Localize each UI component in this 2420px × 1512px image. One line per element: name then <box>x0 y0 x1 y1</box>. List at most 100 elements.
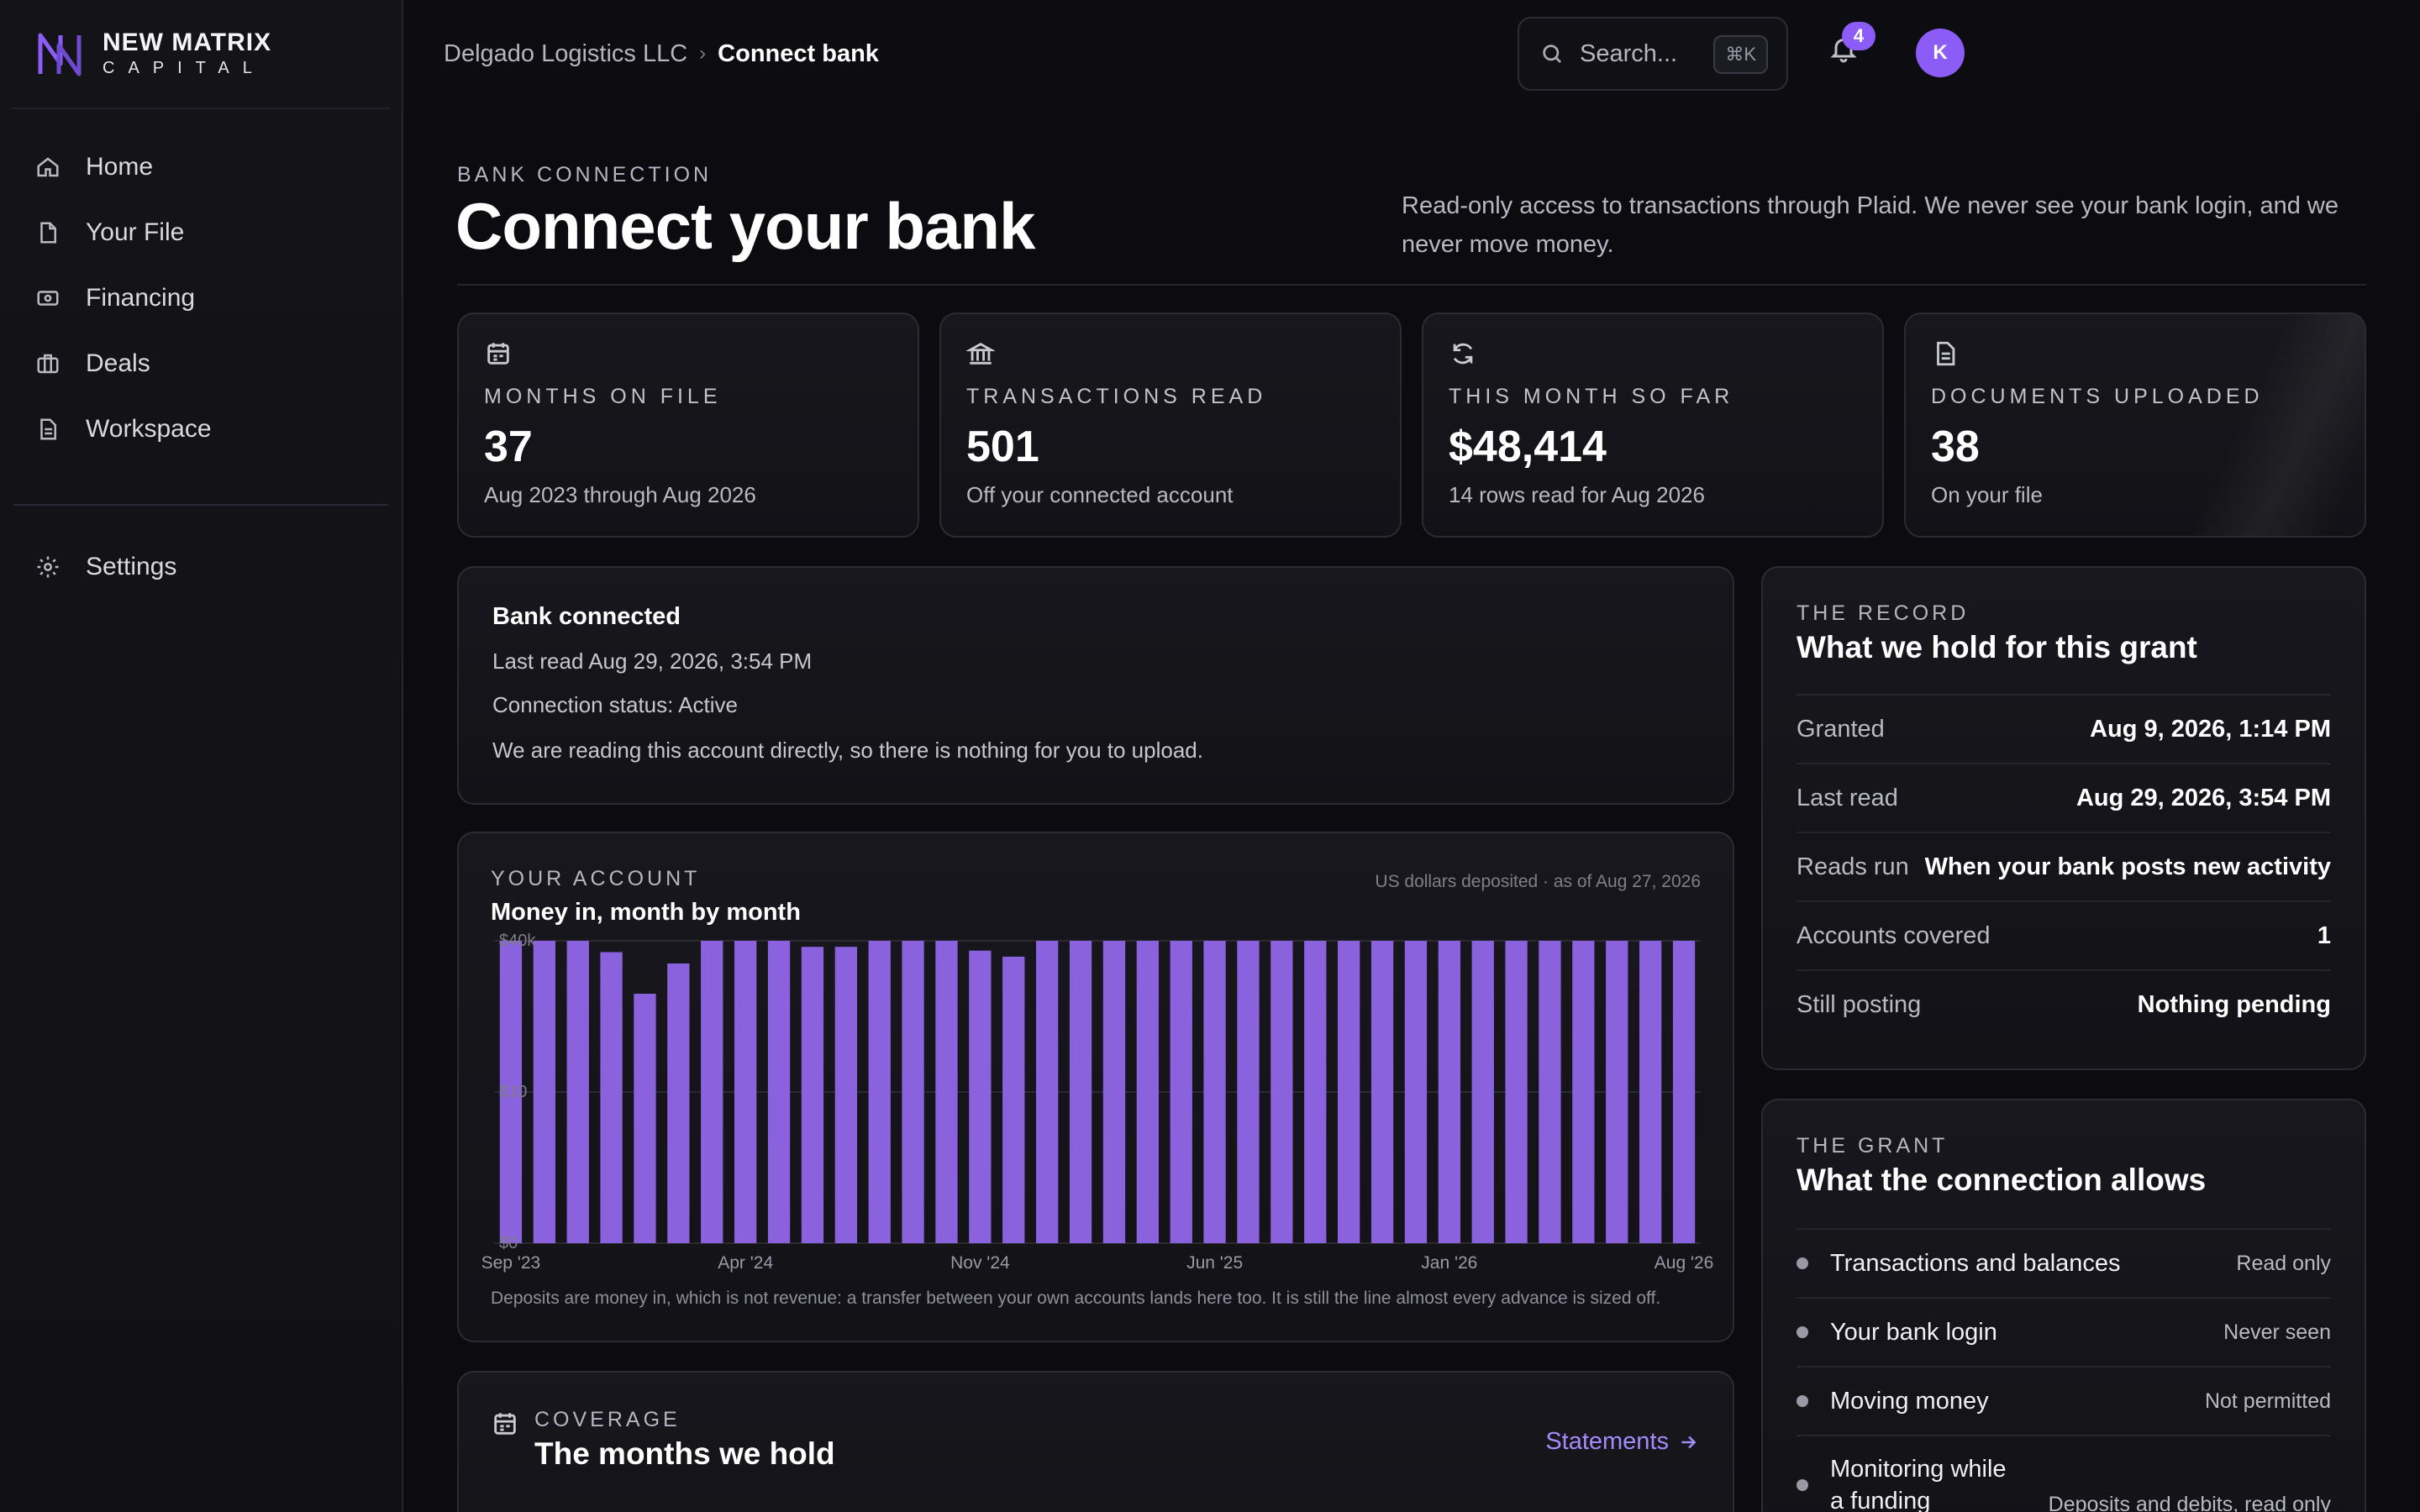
sidebar-divider <box>12 108 390 109</box>
connection-status: Connection status: Active <box>492 692 738 717</box>
chart-bar[interactable] <box>533 941 555 1243</box>
sidebar-item-workspace[interactable]: Workspace <box>13 396 388 462</box>
sidebar-item-your-file[interactable]: Your File <box>13 200 388 265</box>
bullet-dot <box>1797 1395 1808 1407</box>
chart-bar[interactable] <box>1606 941 1628 1243</box>
record-row-still-posting: Still posting Nothing pending <box>1797 969 2331 1038</box>
record-value: Aug 9, 2026, 1:14 PM <box>2090 715 2331 743</box>
chart-bar[interactable] <box>834 947 857 1243</box>
stat-card-months: MONTHS ON FILE 37 Aug 2023 through Aug 2… <box>457 312 919 538</box>
chart-bar[interactable] <box>1404 941 1428 1243</box>
chart-bar[interactable] <box>1203 941 1226 1243</box>
statements-link[interactable]: Statements <box>1545 1428 1699 1456</box>
record-value: Aug 29, 2026, 3:54 PM <box>2075 784 2331 811</box>
stat-sub: Off your connected account <box>966 482 1234 507</box>
chart-bar[interactable] <box>868 941 891 1243</box>
search-input[interactable]: Search... ⌘K <box>1518 17 1788 91</box>
grant-row-moving-money: Moving money Not permitted <box>1797 1366 2331 1435</box>
chart-bar[interactable] <box>1572 941 1595 1243</box>
chart-bar[interactable] <box>1505 941 1528 1243</box>
chart-bar[interactable] <box>499 941 523 1243</box>
chart-bar[interactable] <box>600 952 623 1244</box>
breadcrumb-current: Connect bank <box>718 39 879 67</box>
chart-bar[interactable] <box>1304 941 1327 1243</box>
brand-sub: CAPITAL <box>103 59 266 77</box>
chart-bar[interactable] <box>969 950 992 1243</box>
sidebar-item-settings[interactable]: Settings <box>13 534 388 600</box>
chart-bar[interactable] <box>1002 956 1025 1243</box>
brand-name: NEW MATRIX <box>103 29 272 56</box>
connection-note: We are reading this account directly, so… <box>492 738 1203 763</box>
chart-bar[interactable] <box>1136 941 1159 1243</box>
sidebar-item-deals[interactable]: Deals <box>13 331 388 396</box>
page-description: Read-only access to transactions through… <box>1402 192 2338 258</box>
grant-value: Not permitted <box>2204 1389 2331 1413</box>
refresh-icon <box>1449 339 1477 368</box>
calendar-icon <box>484 339 513 368</box>
chart-bar[interactable] <box>1270 941 1293 1243</box>
chart-bar[interactable] <box>734 941 757 1243</box>
chart-x-tick-label: Aug '26 <box>1655 1253 1714 1273</box>
sidebar: NEW MATRIX CAPITAL Home Your File Financ… <box>0 0 403 1512</box>
chart-bar[interactable] <box>1539 941 1561 1243</box>
breadcrumb-company[interactable]: Delgado Logistics LLC <box>444 39 688 67</box>
home-icon <box>34 153 62 181</box>
chart-bar[interactable] <box>767 941 791 1243</box>
chart-bar[interactable] <box>902 941 924 1243</box>
chart-bar[interactable] <box>1237 941 1260 1243</box>
chart-bar[interactable] <box>701 941 723 1243</box>
sidebar-item-label: Home <box>86 153 154 181</box>
chart-bar[interactable] <box>667 963 690 1243</box>
chart-bar[interactable] <box>1471 941 1494 1243</box>
record-key: Accounts covered <box>1797 921 1991 949</box>
chart-bar[interactable] <box>1672 941 1696 1243</box>
cash-icon <box>34 284 62 312</box>
breadcrumb: Delgado Logistics LLC › Connect bank <box>444 0 879 108</box>
chart-x-tick-label: Jan '26 <box>1421 1253 1477 1273</box>
decorative-glow <box>2196 314 2365 536</box>
grant-label: Your bank login <box>1830 1318 1997 1346</box>
chart-bar[interactable] <box>1036 941 1059 1243</box>
chart-bar[interactable] <box>1338 941 1360 1243</box>
record-key: Reads run <box>1797 853 1909 880</box>
record-row-accounts: Accounts covered 1 <box>1797 900 2331 969</box>
sidebar-item-financing[interactable]: Financing <box>13 265 388 331</box>
chart-bar[interactable] <box>566 941 589 1243</box>
stat-value: $48,414 <box>1449 423 1607 471</box>
bullet-dot <box>1797 1326 1808 1338</box>
chart-bar[interactable] <box>1639 941 1662 1243</box>
avatar[interactable]: K <box>1916 29 1965 77</box>
deposits-chart-card: YOUR ACCOUNT Money in, month by month US… <box>457 832 1734 1342</box>
stat-sub: 14 rows read for Aug 2026 <box>1449 482 1705 507</box>
connection-last-read: Last read Aug 29, 2026, 3:54 PM <box>492 648 813 674</box>
chart-bar[interactable] <box>1170 941 1192 1243</box>
chart-bar[interactable] <box>1370 941 1394 1243</box>
chart-bar[interactable] <box>634 994 656 1243</box>
notification-badge: 4 <box>1842 22 1876 50</box>
stat-card-documents: DOCUMENTS UPLOADED 38 On your file <box>1904 312 2366 538</box>
record-key: Still posting <box>1797 990 1922 1018</box>
brand-logo[interactable]: NEW MATRIX CAPITAL <box>35 29 271 79</box>
chart-bar[interactable] <box>1069 941 1092 1243</box>
sidebar-item-home[interactable]: Home <box>13 134 388 200</box>
record-card: THE RECORD What we hold for this grant G… <box>1761 566 2366 1070</box>
chart-bar[interactable] <box>1102 941 1126 1243</box>
chart-bar[interactable] <box>1438 941 1460 1243</box>
file-icon <box>34 218 62 247</box>
chart-footnote: Deposits are money in, which is not reve… <box>491 1289 1661 1308</box>
search-placeholder: Search... <box>1580 39 1678 67</box>
stat-value: 38 <box>1931 423 1980 471</box>
grant-eyebrow: THE GRANT <box>1797 1134 1949 1158</box>
page-title: Connect your bank <box>455 189 1035 263</box>
chart-title: Money in, month by month <box>491 899 801 926</box>
chart-x-tick-label: Nov '24 <box>950 1253 1010 1273</box>
chart-bar[interactable] <box>935 941 958 1243</box>
grant-row-bank-login: Your bank login Never seen <box>1797 1297 2331 1366</box>
grant-label: Transactions and balances <box>1830 1249 2121 1277</box>
chart-x-tick-label: Jun '25 <box>1186 1253 1243 1273</box>
chart-bar[interactable] <box>801 947 824 1243</box>
arrow-right-icon <box>1681 1436 1697 1448</box>
record-row-granted: Granted Aug 9, 2026, 1:14 PM <box>1797 694 2331 763</box>
grant-value: Read only <box>2236 1251 2331 1275</box>
record-key: Last read <box>1797 784 1898 811</box>
